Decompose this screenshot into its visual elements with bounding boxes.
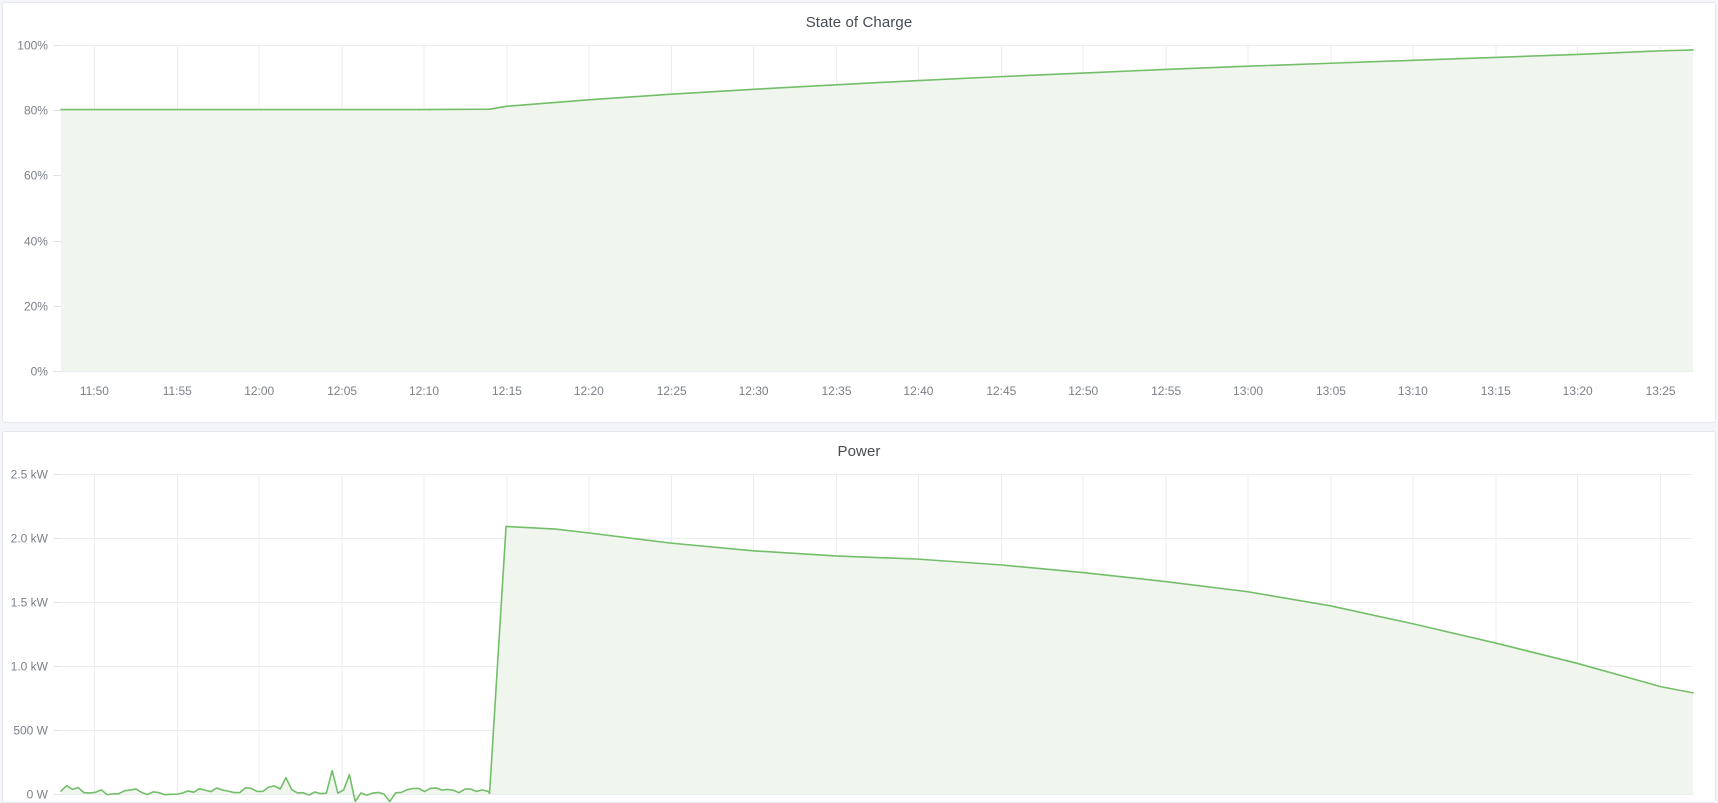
svg-text:20%: 20% xyxy=(24,299,48,313)
svg-text:13:15: 13:15 xyxy=(1481,384,1511,398)
svg-text:13:00: 13:00 xyxy=(1233,384,1263,398)
svg-text:12:45: 12:45 xyxy=(986,384,1016,398)
svg-text:12:50: 12:50 xyxy=(1068,384,1098,398)
svg-text:13:05: 13:05 xyxy=(1316,384,1346,398)
svg-text:80%: 80% xyxy=(24,103,48,117)
svg-text:2.5 kW: 2.5 kW xyxy=(11,467,49,481)
svg-text:11:50: 11:50 xyxy=(80,384,109,398)
svg-text:12:25: 12:25 xyxy=(657,384,687,398)
svg-text:12:20: 12:20 xyxy=(574,384,604,398)
svg-text:12:15: 12:15 xyxy=(492,384,522,398)
svg-text:500 W: 500 W xyxy=(13,723,48,737)
svg-text:13:10: 13:10 xyxy=(1398,384,1428,398)
svg-text:12:35: 12:35 xyxy=(822,384,852,398)
svg-text:12:10: 12:10 xyxy=(409,384,439,398)
panel-title-power: Power xyxy=(837,442,881,460)
svg-text:12:40: 12:40 xyxy=(903,384,933,398)
panel-state-of-charge[interactable]: State of Charge 0% 20% 40% 60% 80% 100% 11:50 1… xyxy=(2,2,1716,423)
svg-text:12:55: 12:55 xyxy=(1151,384,1181,398)
svg-text:100%: 100% xyxy=(17,38,48,52)
svg-text:12:00: 12:00 xyxy=(244,384,274,398)
svg-text:13:20: 13:20 xyxy=(1563,384,1593,398)
chart-state-of-charge[interactable]: 0% 20% 40% 60% 80% 100% 11:50 11:55 12:00 12:05 12… xyxy=(3,33,1715,423)
svg-text:0%: 0% xyxy=(31,364,49,378)
svg-text:12:05: 12:05 xyxy=(327,384,357,398)
svg-text:1.5 kW: 1.5 kW xyxy=(11,595,49,609)
svg-text:12:30: 12:30 xyxy=(739,384,769,398)
svg-text:40%: 40% xyxy=(24,234,48,248)
svg-text:2.0 kW: 2.0 kW xyxy=(11,531,49,545)
svg-text:11:55: 11:55 xyxy=(163,384,192,398)
svg-text:1.0 kW: 1.0 kW xyxy=(11,659,49,673)
plot-area-state-of-charge[interactable]: 0% 20% 40% 60% 80% 100% 11:50 11:55 12:00 12:05 12… xyxy=(3,33,1715,423)
svg-text:60%: 60% xyxy=(24,168,48,182)
panel-title-state-of-charge: State of Charge xyxy=(805,14,913,31)
svg-text:0 W: 0 W xyxy=(27,787,49,801)
svg-text:13:25: 13:25 xyxy=(1646,384,1676,398)
